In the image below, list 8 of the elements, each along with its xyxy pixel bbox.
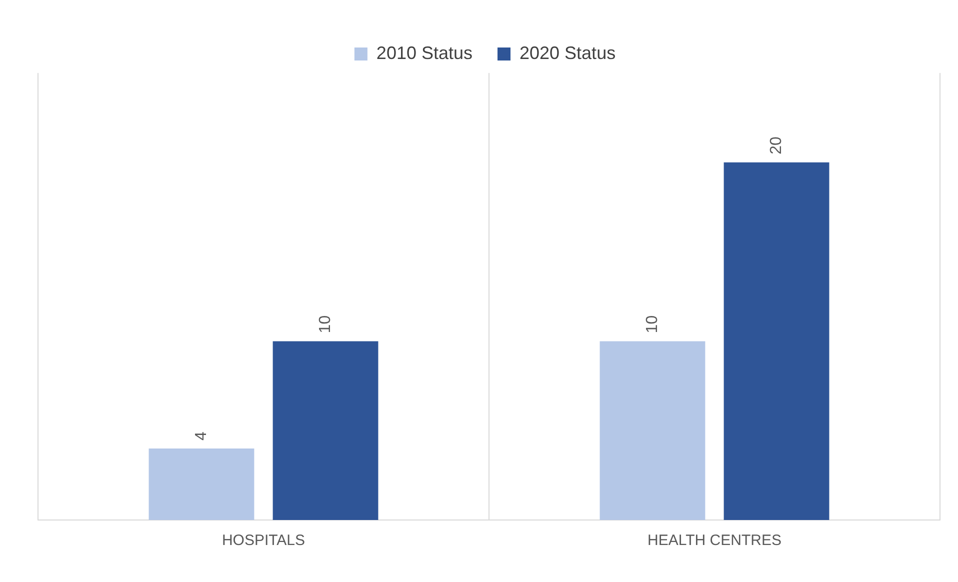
legend-label: 2010 Status [376,42,473,63]
data-label: 20 [768,136,785,154]
x-tick-label: HOSPITALS [222,532,306,550]
data-label: 4 [192,431,210,440]
data-label: 10 [316,315,334,334]
data-label: 10 [644,315,661,334]
x-tick-label: HEALTH CENTRES [648,532,782,550]
legend-label: 2020 Status [520,42,616,63]
